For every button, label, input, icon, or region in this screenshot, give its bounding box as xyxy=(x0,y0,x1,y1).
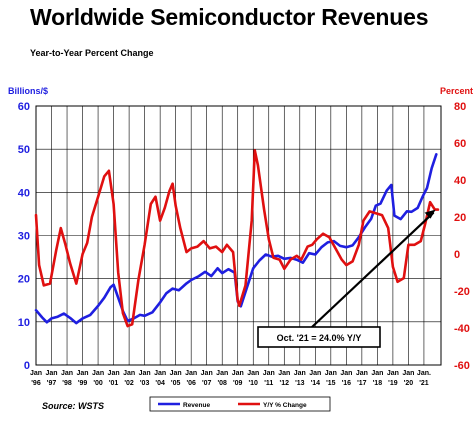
x-tick-label-month: Jan xyxy=(402,370,414,377)
x-tick-label-year: '11 xyxy=(264,380,273,387)
x-tick-label-year: '19 xyxy=(388,380,398,387)
y-left-tick-label: 30 xyxy=(18,231,30,243)
x-tick-label-month: Jan xyxy=(92,370,104,377)
x-tick-label-month: Jan xyxy=(371,370,383,377)
annotation-box xyxy=(257,326,381,348)
y-right-tick-label: 40 xyxy=(454,175,466,187)
x-tick-label-month: Jan xyxy=(154,370,166,377)
x-tick-label-year: '04 xyxy=(155,380,165,387)
legend-yoy-label: Y/Y % Change xyxy=(263,402,307,409)
x-tick-label-year: '12 xyxy=(280,380,290,387)
x-tick-label-month: Jan xyxy=(325,370,337,377)
x-tick-label-month: Jan xyxy=(356,370,368,377)
yoy-change-series-line xyxy=(34,149,440,328)
legend-revenue-label: Revenue xyxy=(183,402,210,409)
x-tick-label-month: Jan xyxy=(185,370,197,377)
x-tick-label-month: Jan. xyxy=(417,370,431,377)
y-right-tick-label: -20 xyxy=(454,286,470,298)
x-tick-label-year: '02 xyxy=(124,380,134,387)
y-right-axis-label: Percent xyxy=(440,86,473,96)
y-left-tick-label: 50 xyxy=(18,144,30,156)
chart-subtitle: Year-to-Year Percent Change xyxy=(30,48,154,58)
y-right-tick-label: 60 xyxy=(454,138,466,150)
chart-title: Worldwide Semiconductor Revenues xyxy=(30,4,429,30)
x-tick-label-month: Jan xyxy=(309,370,321,377)
x-tick-label-month: Jan xyxy=(123,370,135,377)
x-tick-label-year: '21 xyxy=(419,380,429,387)
x-tick-label-year: '06 xyxy=(186,380,196,387)
x-tick-label-year: '20 xyxy=(404,380,414,387)
x-tick-label-year: '96 xyxy=(31,380,41,387)
x-tick-label-year: '16 xyxy=(342,380,352,387)
x-tick-label-month: Jan xyxy=(139,370,151,377)
x-tick-label-month: Jan xyxy=(45,370,57,377)
x-tick-label-month: Jan xyxy=(294,370,306,377)
y-right-tick-label: 20 xyxy=(454,212,466,224)
x-tick-label-year: '98 xyxy=(62,380,72,387)
x-tick-label-month: Jan xyxy=(216,370,228,377)
y-left-tick-label: 20 xyxy=(18,274,30,286)
x-tick-label-year: '99 xyxy=(78,380,88,387)
y-left-tick-label: 60 xyxy=(18,101,30,113)
y-left-axis-label: Billions/$ xyxy=(8,86,48,96)
x-tick-label-month: Jan xyxy=(340,370,352,377)
x-tick-label-year: '00 xyxy=(93,380,103,387)
x-tick-label-year: '07 xyxy=(202,380,212,387)
x-tick-label-year: '08 xyxy=(217,380,227,387)
y-left-tick-label: 40 xyxy=(18,187,30,199)
x-tick-label-month: Jan xyxy=(61,370,73,377)
x-tick-label-month: Jan xyxy=(247,370,259,377)
x-tick-label-month: Jan xyxy=(77,370,89,377)
x-tick-label-month: Jan xyxy=(30,370,42,377)
x-tick-label-year: '03 xyxy=(140,380,150,387)
x-tick-label-year: '10 xyxy=(249,380,259,387)
y-right-tick-label: -60 xyxy=(454,360,470,372)
x-tick-label-year: '97 xyxy=(47,380,57,387)
x-tick-label-year: '17 xyxy=(357,380,367,387)
x-tick-label-month: Jan xyxy=(387,370,399,377)
x-tick-label-month: Jan xyxy=(108,370,120,377)
y-right-tick-label: -40 xyxy=(454,323,470,335)
y-left-tick-label: 10 xyxy=(18,317,30,329)
x-tick-label-month: Jan xyxy=(278,370,290,377)
x-tick-label-month: Jan xyxy=(201,370,213,377)
x-tick-label-month: Jan xyxy=(263,370,275,377)
x-tick-label-month: Jan xyxy=(170,370,182,377)
x-tick-label-year: '18 xyxy=(373,380,383,387)
source-note: Source: WSTS xyxy=(42,401,105,411)
annotation-arrow-line xyxy=(311,211,435,328)
x-tick-label-year: '09 xyxy=(233,380,243,387)
x-tick-label-year: '14 xyxy=(311,380,321,387)
y-left-tick-label: 0 xyxy=(24,360,30,372)
x-tick-label-year: '05 xyxy=(171,380,181,387)
x-tick-label-year: '13 xyxy=(295,380,305,387)
y-right-tick-label: 80 xyxy=(454,101,466,113)
x-tick-label-year: '15 xyxy=(326,380,336,387)
x-tick-label-month: Jan xyxy=(232,370,244,377)
annotation-arrow-head xyxy=(424,209,436,219)
annotation-label: Oct. '21 = 24.0% Y/Y xyxy=(277,333,362,343)
y-right-tick-label: 0 xyxy=(454,249,460,261)
x-tick-label-year: '01 xyxy=(109,380,119,387)
